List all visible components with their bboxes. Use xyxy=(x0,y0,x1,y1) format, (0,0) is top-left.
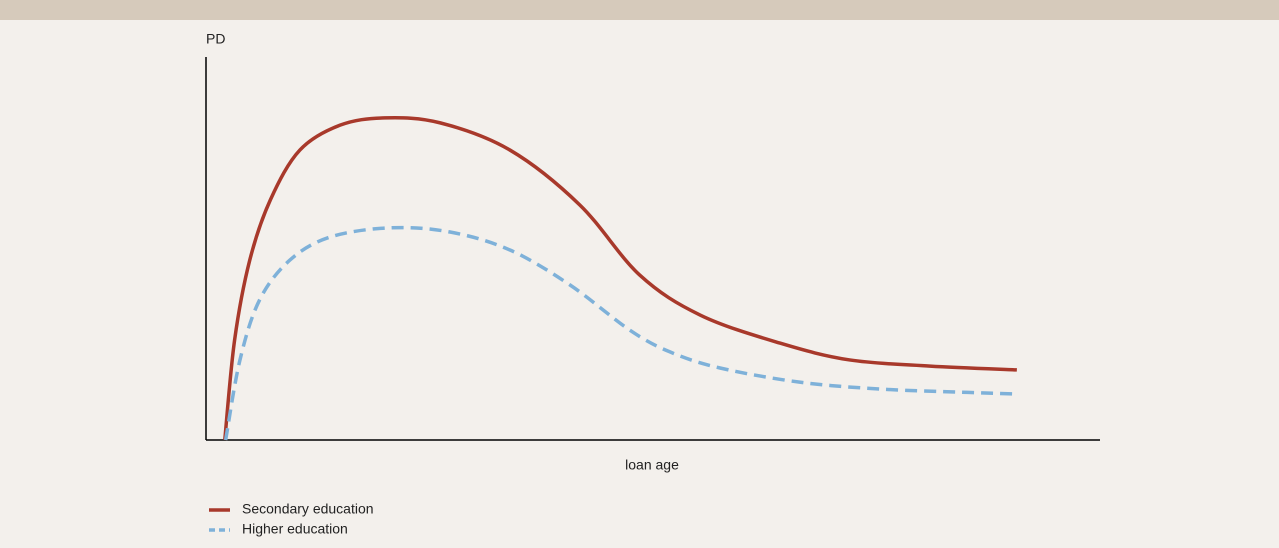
y-axis-label: PD xyxy=(206,31,225,47)
legend-label: Higher education xyxy=(242,521,348,537)
series-line xyxy=(223,225,1017,441)
series-line xyxy=(223,116,1017,441)
header-band xyxy=(0,0,1279,20)
legend-label: Secondary education xyxy=(242,501,374,517)
x-axis-label: loan age xyxy=(625,457,679,473)
